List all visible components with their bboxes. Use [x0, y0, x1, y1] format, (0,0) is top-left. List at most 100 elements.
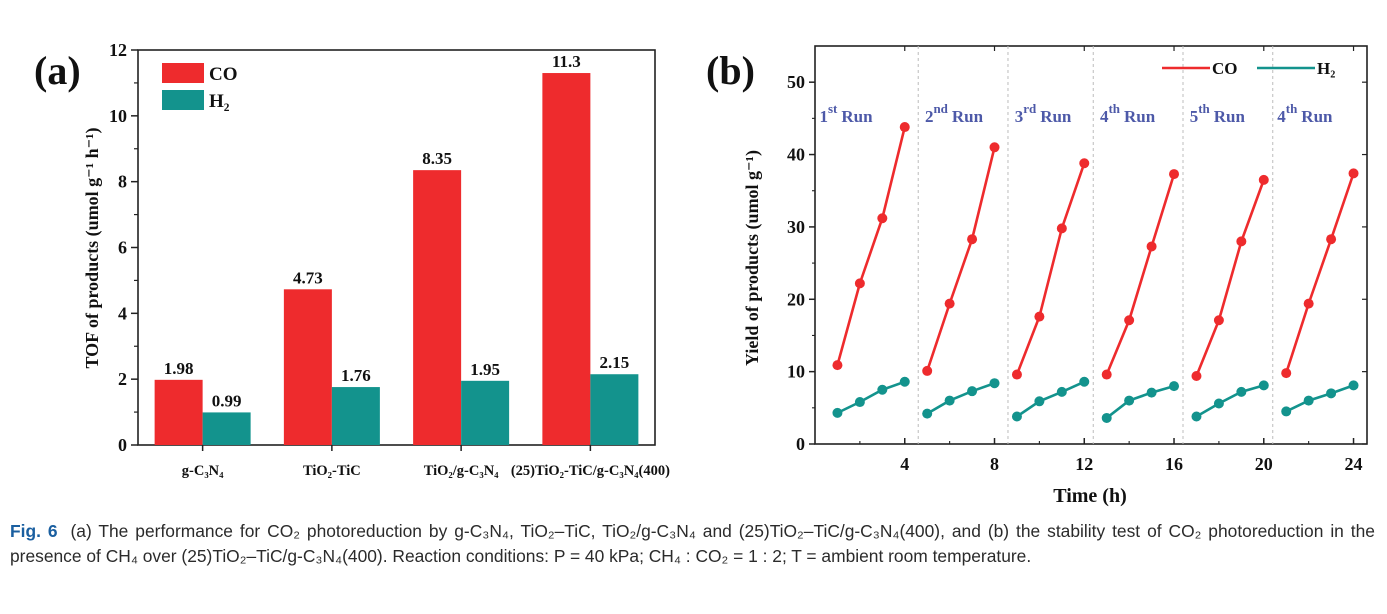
bar-value-label: 0.99: [212, 391, 242, 410]
bar-co: [542, 73, 591, 446]
x-tick-label: 24: [1345, 454, 1363, 474]
data-point-co: [1281, 368, 1292, 379]
data-point-h2: [989, 378, 1000, 389]
x-tick-label: 12: [1075, 454, 1093, 474]
data-point-co: [1056, 223, 1067, 234]
legend-label-co: CO: [1212, 59, 1238, 78]
bar-value-label: 8.35: [422, 149, 452, 168]
x-axis-labels: g-C₃N₄ TiO₂-TiC TiO₂/g-C₃N₄ (25)TiO₂-TiC/g-…: [182, 445, 670, 479]
bar-h2: [331, 387, 380, 445]
bar-h2: [590, 374, 639, 445]
data-point-h2: [854, 397, 865, 408]
figure-label: Fig. 6: [10, 521, 58, 541]
run-label: 4th Run: [1277, 101, 1333, 126]
y-tick-label: 6: [118, 238, 127, 258]
x-tick-label: g-C₃N₄: [182, 463, 224, 479]
x-tick-label: 4: [900, 454, 909, 474]
series-line-co: [1015, 162, 1086, 376]
bar-value-label: 2.15: [600, 353, 630, 372]
data-point-co: [922, 365, 933, 376]
series-line-h2: [1016, 380, 1085, 418]
x-axis-label: Time (h): [1053, 485, 1127, 507]
data-point-h2: [1213, 398, 1224, 409]
data-point-co: [989, 142, 1000, 153]
data-point-h2: [1101, 412, 1112, 423]
y-axis-label: Yield of products (umol g⁻¹): [742, 150, 763, 366]
bar-value-label: 4.73: [293, 268, 323, 287]
series-line-h2: [1195, 384, 1265, 418]
data-point-co: [1101, 369, 1112, 380]
series-line-co: [1195, 179, 1266, 377]
data-point-co: [1011, 369, 1022, 380]
data-point-co: [1169, 169, 1180, 180]
data-point-h2: [1191, 411, 1202, 422]
y-tick-label: 20: [787, 289, 805, 309]
data-point-co: [1236, 236, 1247, 247]
data-point-co: [1034, 311, 1045, 322]
data-point-h2: [832, 407, 843, 418]
legend-swatch-co: [162, 63, 204, 83]
y-axis-ticks: 0 2 4 6 8 10 12: [109, 40, 138, 455]
series-line-co: [836, 126, 907, 366]
data-point-h2: [1326, 388, 1337, 399]
legend: CO H₂: [162, 63, 238, 112]
data-point-co: [1348, 168, 1359, 179]
data-point-h2: [899, 376, 910, 387]
data-point-h2: [1258, 380, 1269, 391]
run-labels: 1st Run 2nd Run 3rd Run 4th Run 5th Run 4th Run: [819, 101, 1333, 126]
series-line-h2: [926, 381, 995, 415]
data-point-co: [877, 213, 888, 224]
legend-swatch-h2: [162, 90, 204, 110]
caption-text: (a) The performance for CO₂ photoreducti…: [10, 521, 1375, 566]
legend-label-co: CO: [209, 64, 238, 85]
y-tick-label: 30: [787, 217, 805, 237]
bar-h2: [202, 412, 251, 445]
plot-frame: [814, 45, 1368, 445]
data-point-co: [1303, 298, 1314, 309]
panel-label: (b): [706, 48, 755, 93]
run-label: 1st Run: [819, 101, 873, 126]
y-axis-label: TOF of products (umol g⁻¹ h⁻¹): [82, 128, 103, 369]
y-tick-label: 10: [787, 362, 805, 382]
data-point-co: [899, 122, 910, 133]
data-point-h2: [1124, 395, 1135, 406]
run-separators: [917, 46, 1274, 444]
y-tick-label: 40: [787, 145, 805, 165]
data-point-co: [1146, 241, 1157, 252]
data-point-co: [944, 298, 955, 309]
data-point-h2: [1034, 396, 1045, 407]
run-label: 2nd Run: [925, 101, 984, 126]
bar-co: [154, 379, 203, 445]
data-point-h2: [1281, 406, 1292, 417]
series-line-h2: [836, 380, 906, 415]
data-point-co: [1079, 158, 1090, 169]
x-tick-label: TiO₂-TiC: [303, 463, 361, 479]
data-point-h2: [1303, 395, 1314, 406]
legend-label-h2: H₂: [1317, 59, 1335, 78]
data-point-h2: [1236, 386, 1247, 397]
x-tick-label: TiO₂/g-C₃N₄: [424, 463, 499, 479]
y-tick-label: 0: [118, 435, 127, 455]
run-label: 4th Run: [1100, 101, 1156, 126]
series-line-co: [1284, 172, 1355, 374]
y-tick-label: 10: [109, 106, 127, 126]
legend: CO H₂: [1162, 59, 1335, 78]
axis-ticks: 0 10 20 30 40 50 4 8 12 16 20 24: [787, 46, 1367, 474]
data-point-co: [1213, 315, 1224, 326]
run-label: 5th Run: [1190, 101, 1246, 126]
figure-caption: Fig. 6 (a) The performance for CO₂ photo…: [10, 519, 1375, 569]
data-point-co: [854, 278, 865, 289]
data-point-h2: [1079, 376, 1090, 387]
bars: 1.98 0.99 4.73 1.76 8.35 1.95 11.3 2.15: [154, 52, 639, 446]
data-point-h2: [1056, 386, 1067, 397]
bar-value-label: 1.95: [470, 360, 500, 379]
bar-co: [283, 289, 332, 445]
data-point-co: [1124, 315, 1135, 326]
data-point-h2: [1011, 411, 1022, 422]
bar-co: [413, 170, 462, 446]
data-point-h2: [1348, 380, 1359, 391]
panel-label: (a): [34, 48, 81, 93]
data-point-co: [1258, 174, 1269, 185]
data-point-co: [832, 360, 843, 371]
data-point-h2: [967, 386, 978, 397]
